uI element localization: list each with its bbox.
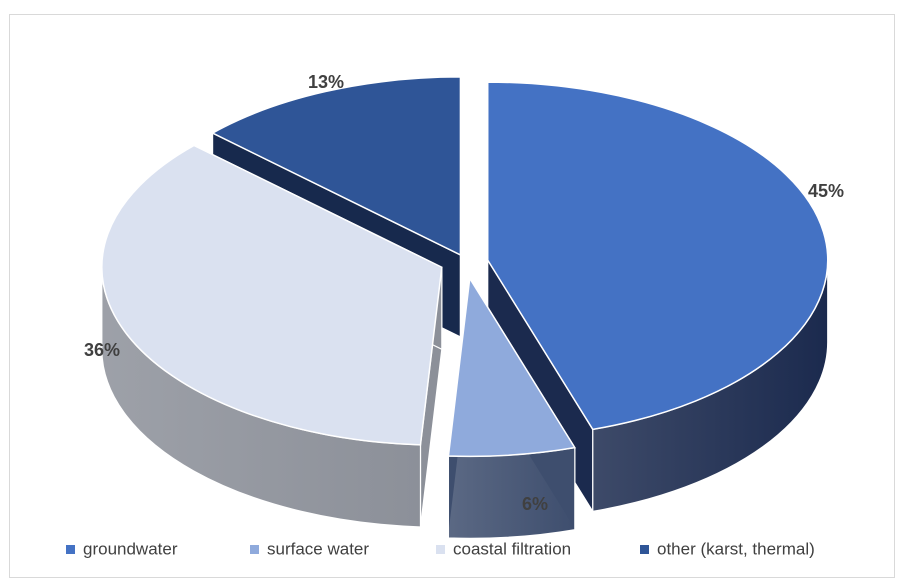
slice-groundwater bbox=[486, 81, 829, 431]
slice-surface-water-side bbox=[447, 446, 576, 539]
legend-swatch-other-karst-thermal bbox=[640, 545, 649, 554]
pie-layer bbox=[101, 76, 829, 539]
slice-coastal-filtration bbox=[101, 144, 443, 446]
legend-label-other-karst-thermal: other (karst, thermal) bbox=[657, 539, 815, 558]
legend-label-coastal-filtration: coastal filtration bbox=[453, 539, 571, 558]
label-layer: 45% 6% 36% 13% bbox=[84, 72, 844, 514]
legend-label-groundwater: groundwater bbox=[83, 539, 178, 558]
legend-swatch-coastal-filtration bbox=[436, 545, 445, 554]
legend: groundwater surface water coastal filtrati… bbox=[66, 539, 815, 558]
data-label-surface-water: 6% bbox=[522, 494, 548, 514]
data-label-coastal-filtration: 36% bbox=[84, 340, 120, 360]
legend-swatch-surface-water bbox=[250, 545, 259, 554]
legend-label-surface-water: surface water bbox=[267, 539, 369, 558]
legend-swatch-groundwater bbox=[66, 545, 75, 554]
data-label-other-karst-thermal: 13% bbox=[308, 72, 344, 92]
data-label-groundwater: 45% bbox=[808, 181, 844, 201]
slice-surface-water bbox=[447, 276, 577, 458]
slice-other-karst-thermal bbox=[210, 76, 462, 257]
